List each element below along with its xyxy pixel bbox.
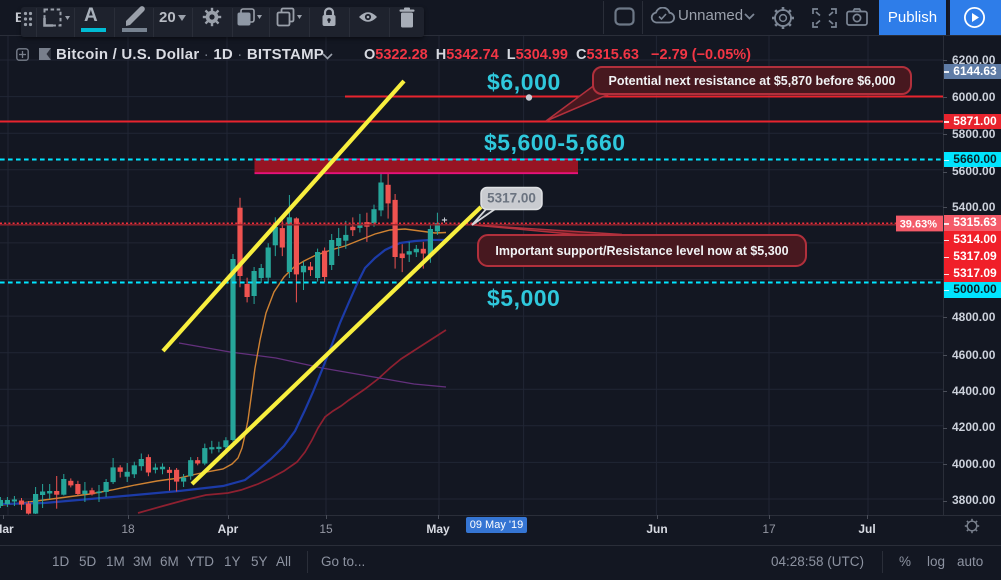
svg-text:39.63%: 39.63% (900, 219, 938, 231)
svg-text:$6,000: $6,000 (487, 69, 561, 95)
svg-text:Potential next resistance at $: Potential next resistance at $5,870 befo… (609, 74, 896, 88)
svg-text:$5,000: $5,000 (487, 285, 560, 311)
svg-text:$5,600-5,660: $5,600-5,660 (484, 130, 626, 156)
svg-text:5317.00: 5317.00 (487, 191, 536, 206)
svg-text:Important support/Resistance l: Important support/Resistance level now a… (495, 244, 788, 258)
